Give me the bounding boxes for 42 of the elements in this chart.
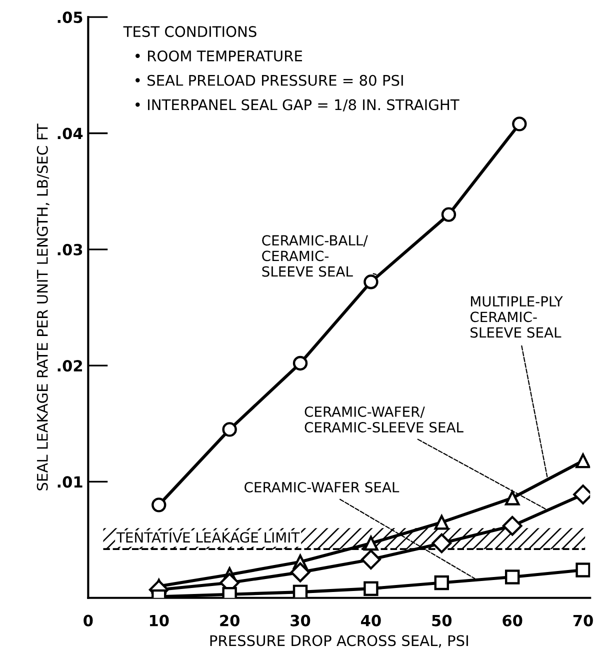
- y-tick-label: .01: [58, 476, 82, 488]
- point: [504, 570, 520, 584]
- point: [504, 490, 520, 506]
- y-tick-label: .04: [58, 128, 83, 140]
- text: CERAMIC-WAFER/ CERAMIC-SLEEVE SEAL: [304, 406, 464, 433]
- x-tick-label: 0: [84, 614, 93, 626]
- annotation: • SEAL PRELOAD PRESSURE = 80 PSI: [136, 74, 403, 86]
- point: [290, 562, 310, 582]
- point: [292, 356, 308, 371]
- point: [576, 562, 590, 578]
- point: [222, 422, 237, 437]
- y-tick-label: .02: [58, 360, 82, 372]
- y-axis-title: SEAL LEAKAGE RATE PER UNIT LENGTH, LB/SEC FT: [36, 124, 50, 490]
- point: [441, 207, 456, 222]
- point: [434, 515, 450, 530]
- x-tick-label: 50: [432, 614, 452, 626]
- point: [292, 584, 308, 598]
- x-tick-label: 10: [150, 614, 169, 626]
- text: MULTIPLE-PLY CERAMIC- SLEEVE SEAL: [470, 296, 563, 338]
- point: [432, 533, 452, 554]
- point: [364, 274, 378, 290]
- point: [361, 550, 381, 570]
- point: [434, 575, 450, 590]
- text: CERAMIC-WAFER SEAL: [244, 482, 400, 492]
- y-tick-label: .03: [58, 244, 82, 256]
- y-tick-label: .05: [58, 12, 82, 24]
- x-tick-label: 20: [220, 614, 240, 626]
- band-label: TENTATIVE LEAKAGE LIMIT: [116, 532, 300, 543]
- x-tick-label: 70: [573, 614, 593, 626]
- annotation: TEST CONDITIONS: [123, 26, 256, 38]
- annotation: • INTERPANEL SEAL GAP = 1/8 IN. STRAIGHT: [136, 99, 460, 112]
- annotation: • ROOM TEMPERATURE: [136, 50, 302, 62]
- x-tick-label: 40: [361, 614, 381, 626]
- point: [502, 516, 522, 536]
- x-tick-label: 30: [290, 614, 310, 626]
- x-axis-title: PRESSURE DROP ACROSS SEAL, PSI: [210, 635, 468, 648]
- series-label: CERAMIC-BALL/ CERAMIC- SLEEVE SEAL: [262, 235, 368, 277]
- point: [152, 498, 166, 512]
- x-tick-label: 60: [502, 614, 522, 626]
- point: [512, 116, 527, 132]
- point: [364, 581, 378, 596]
- point: [576, 453, 590, 468]
